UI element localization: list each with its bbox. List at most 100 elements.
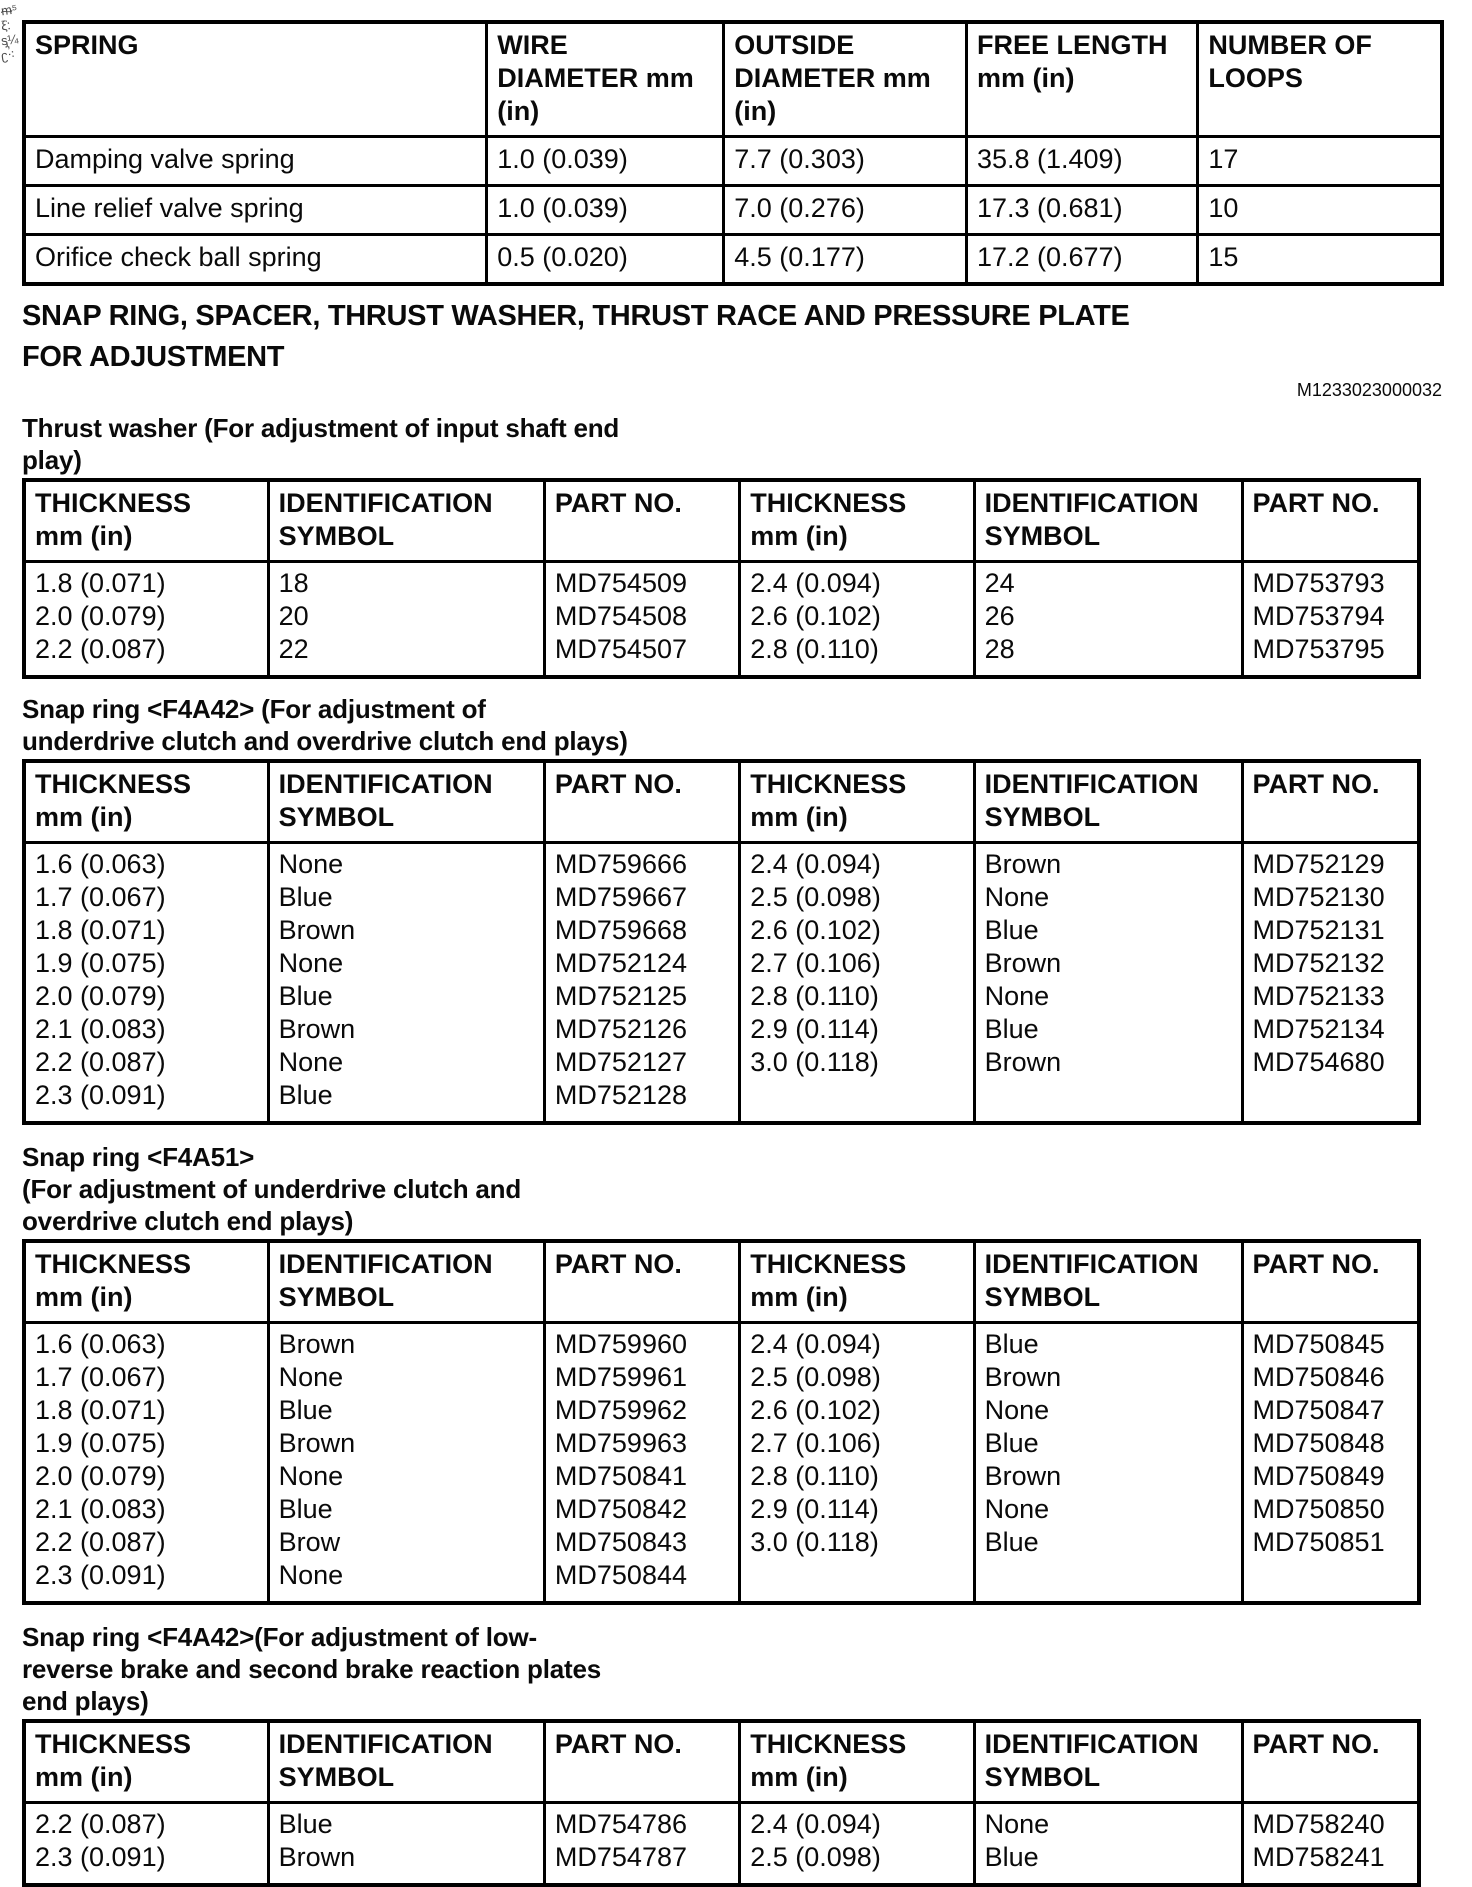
text-line: MD750848 xyxy=(1252,1428,1385,1458)
document-code: M1233023000032 xyxy=(1296,380,1442,400)
text-line: PART NO. xyxy=(554,1729,682,1759)
text-line: MD750841 xyxy=(554,1461,687,1491)
text-line: SYMBOL xyxy=(984,521,1101,551)
text-line: Thrust washer (For adjustment of input s… xyxy=(22,413,620,443)
text-line: THICKNESS xyxy=(35,488,192,518)
table-row: 1.8 (0.071) 2.0 (0.079) 2.2 (0.087) 18 20 22… xyxy=(22,560,1421,679)
text-line: Brow xyxy=(278,1527,341,1557)
subsection-title-snap-ring-f4a51: Snap ring <F4A51> (For adjustment of unde… xyxy=(22,1141,1444,1237)
text-line: MD754680 xyxy=(1252,1047,1385,1077)
text-line: SYMBOL xyxy=(984,802,1101,832)
text-line: PART NO. xyxy=(1252,1729,1380,1759)
text-line: Brown xyxy=(984,1461,1062,1491)
text-line: MD753795 xyxy=(1252,634,1385,664)
table-cell: 0.5 (0.020) xyxy=(485,233,726,286)
text-line: OUTSIDE xyxy=(734,30,855,60)
text-line: SYMBOL xyxy=(984,1282,1101,1312)
thickness-values: 2.4 (0.094) 2.5 (0.098) 2.6 (0.102) 2.7 (0.… xyxy=(738,1321,976,1605)
text-line: MD752126 xyxy=(554,1014,687,1044)
text-line: mm (in) xyxy=(35,1282,133,1312)
text-line: None xyxy=(984,1395,1050,1425)
thickness-values: 1.8 (0.071) 2.0 (0.079) 2.2 (0.087) xyxy=(22,560,270,679)
text-line: Brown xyxy=(278,1428,356,1458)
text-line: LOOPS xyxy=(1208,63,1303,93)
text-line: 28 xyxy=(984,634,1015,664)
table-cell: 17 xyxy=(1196,135,1444,187)
symbol-values: Brown None Blue Brown None Blue Brow None xyxy=(266,1321,546,1605)
thickness-values: 2.4 (0.094) 2.5 (0.098) 2.6 (0.102) 2.7 (0.… xyxy=(738,841,976,1125)
text-line: Snap ring <F4A42>(For adjustment of low- xyxy=(22,1622,537,1652)
table-body: 2.2 (0.087) 2.3 (0.091) Blue Brown MD75478… xyxy=(22,1801,1421,1887)
text-line: mm (in) xyxy=(35,1762,133,1792)
table-row: Line relief valve spring 1.0 (0.039) 7.0 (… xyxy=(22,184,1444,236)
text-line: MD759962 xyxy=(554,1395,687,1425)
text-line: MD750847 xyxy=(1252,1395,1385,1425)
text-line: Blue xyxy=(984,1428,1039,1458)
subsection-title-snap-ring-f4a42: Snap ring <F4A42> (For adjustment of unde… xyxy=(22,693,1444,757)
column-header-thickness: THICKNESS mm (in) xyxy=(22,1239,270,1324)
part-no-values: MD754509 MD754508 MD754507 xyxy=(542,560,742,679)
text-line: IDENTIFICATION xyxy=(278,1729,493,1759)
text-line: (For adjustment of underdrive clutch and xyxy=(22,1174,522,1204)
text-line: None xyxy=(984,882,1050,912)
text-line: 1.8 (0.071) xyxy=(35,915,166,945)
text-line: Blue xyxy=(984,1842,1039,1872)
table-row: Damping valve spring 1.0 (0.039) 7.7 (0.30… xyxy=(22,135,1444,187)
text-line: 2.4 (0.094) xyxy=(750,568,881,598)
column-header-identification-symbol: IDENTIFICATION SYMBOL xyxy=(972,478,1244,563)
text-line: 1.9 (0.075) xyxy=(35,948,166,978)
text-line: None xyxy=(278,1362,344,1392)
spring-spec-table: SPRING WIRE DIAMETER mm (in) OUTSIDE DIAMET… xyxy=(22,20,1444,286)
table-header: THICKNESS mm (in) IDENTIFICATION SYMBOL PA… xyxy=(22,1239,1421,1324)
text-line: 2.3 (0.091) xyxy=(35,1842,166,1872)
text-line: FREE LENGTH xyxy=(976,30,1168,60)
column-header-identification-symbol: IDENTIFICATION SYMBOL xyxy=(972,1719,1244,1804)
text-line: WIRE xyxy=(497,30,568,60)
text-line: None xyxy=(984,1494,1050,1524)
text-line: MD752128 xyxy=(554,1080,687,1110)
thrust-washer-table: THICKNESS mm (in) IDENTIFICATION SYMBOL PA… xyxy=(22,478,1422,679)
symbol-values: 24 26 28 xyxy=(972,560,1244,679)
part-no-values: MD754786 MD754787 xyxy=(542,1801,742,1887)
symbol-values: None Blue xyxy=(972,1801,1244,1887)
text-line: THICKNESS xyxy=(35,769,192,799)
text-line: THICKNESS xyxy=(750,1729,907,1759)
thickness-values: 2.2 (0.087) 2.3 (0.091) xyxy=(22,1801,270,1887)
snap-ring-f4a51-table: THICKNESS mm (in) IDENTIFICATION SYMBOL PA… xyxy=(22,1239,1422,1605)
text-line: 2.4 (0.094) xyxy=(750,1809,881,1839)
thickness-values: 1.6 (0.063) 1.7 (0.067) 1.8 (0.071) 1.9 (0.… xyxy=(22,1321,270,1605)
text-line: MD754507 xyxy=(554,634,687,664)
text-line: MD754509 xyxy=(554,568,687,598)
subsection-title-thrust-washer: Thrust washer (For adjustment of input s… xyxy=(22,412,1444,476)
column-header-part-no: PART NO. xyxy=(542,1239,742,1324)
text-line: 2.3 (0.091) xyxy=(35,1080,166,1110)
text-line: None xyxy=(278,849,344,879)
text-line: Brown xyxy=(278,1842,356,1872)
text-line: Blue xyxy=(984,1329,1039,1359)
text-line: SYMBOL xyxy=(278,1762,395,1792)
column-header-wire-diameter: WIRE DIAMETER mm (in) xyxy=(485,20,726,138)
text-line: Blue xyxy=(278,1080,333,1110)
text-line: PART NO. xyxy=(554,488,682,518)
text-line: 2.0 (0.079) xyxy=(35,601,166,631)
snap-ring-f4a42-table: THICKNESS mm (in) IDENTIFICATION SYMBOL PA… xyxy=(22,759,1422,1125)
text-line: Brown xyxy=(984,1362,1062,1392)
column-header-free-length: FREE LENGTH mm (in) xyxy=(964,20,1200,138)
part-no-values: MD752129 MD752130 MD752131 MD752132 MD752133… xyxy=(1240,841,1421,1125)
text-line: MD752132 xyxy=(1252,948,1385,978)
text-line: None xyxy=(984,981,1050,1011)
text-line: MD752127 xyxy=(554,1047,687,1077)
text-line: PART NO. xyxy=(554,769,682,799)
symbol-values: 18 20 22 xyxy=(266,560,546,679)
text-line: Blue xyxy=(278,981,333,1011)
table-cell: 10 xyxy=(1196,184,1444,236)
text-line: Blue xyxy=(984,915,1039,945)
text-line: None xyxy=(278,948,344,978)
text-line: MD759961 xyxy=(554,1362,687,1392)
column-header-identification-symbol: IDENTIFICATION SYMBOL xyxy=(266,759,546,844)
text-line: (in) xyxy=(497,96,540,126)
table-cell: Damping valve spring xyxy=(22,135,489,187)
text-line: MD752130 xyxy=(1252,882,1385,912)
text-line: 1.9 (0.075) xyxy=(35,1428,166,1458)
text-line: Blue xyxy=(278,1809,333,1839)
